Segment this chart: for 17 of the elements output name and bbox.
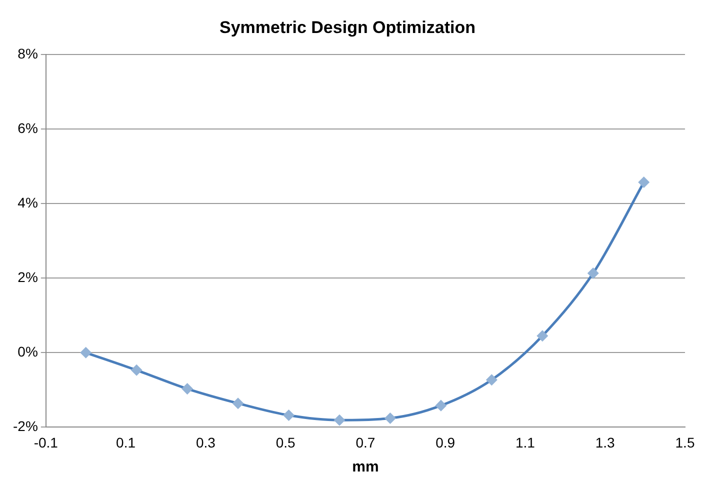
x-tick-label: 0.9: [436, 434, 456, 450]
y-tick-label: 6%: [18, 120, 38, 136]
y-tick-label: 4%: [18, 194, 38, 210]
x-tick-label: 1.3: [595, 434, 616, 450]
x-tick-label: 0.7: [356, 434, 376, 450]
y-tick-label: -2%: [12, 418, 38, 434]
x-tick-label: 0.3: [196, 434, 216, 450]
y-tick-label: 2%: [18, 268, 38, 285]
x-axis-title: mm: [352, 458, 379, 476]
y-tick-label: 8%: [18, 45, 38, 62]
x-tick-label: 0.1: [116, 434, 136, 450]
x-tick-label: -0.1: [34, 434, 58, 450]
x-tick-label: 0.5: [276, 434, 296, 450]
y-tick-label: 0%: [18, 344, 38, 360]
x-tick-label: 1.1: [515, 434, 536, 450]
chart-title: Symmetric Design Optimization: [220, 18, 476, 37]
x-tick-label: 1.5: [675, 434, 695, 450]
